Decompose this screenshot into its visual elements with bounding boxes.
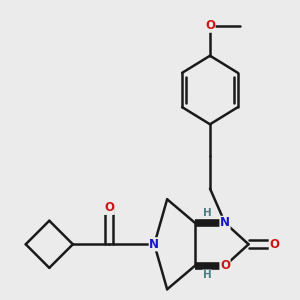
Text: O: O bbox=[104, 201, 114, 214]
Text: O: O bbox=[269, 238, 279, 251]
Text: H: H bbox=[202, 270, 211, 280]
Text: N: N bbox=[220, 216, 230, 230]
Text: N: N bbox=[149, 238, 159, 251]
Text: O: O bbox=[220, 259, 230, 272]
Text: O: O bbox=[205, 19, 215, 32]
Text: H: H bbox=[202, 208, 211, 218]
